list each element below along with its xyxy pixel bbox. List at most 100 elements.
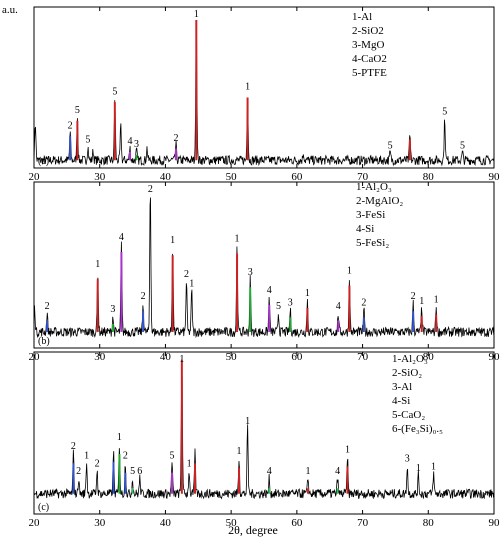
- x-tick-label: 50: [226, 171, 238, 183]
- legend-entry: 4-CaO2: [352, 53, 387, 65]
- peak-label: 2: [173, 133, 178, 144]
- peak-label: 4: [267, 285, 272, 296]
- peak-label: 2: [45, 301, 50, 312]
- peak-label: 2: [123, 451, 128, 462]
- peak-label: 1: [235, 234, 240, 245]
- peak-label: 5: [85, 134, 90, 145]
- peak-label: 5: [460, 141, 465, 152]
- x-tick-label: 50: [226, 351, 238, 363]
- diffraction-trace: [33, 197, 495, 339]
- legend-entry: 5-PTFE: [352, 67, 387, 79]
- legend-entry: 2-SiO₂: [392, 367, 422, 379]
- diffraction-trace: [33, 359, 495, 500]
- x-tick-label: 70: [357, 517, 369, 529]
- peak-label: 2: [76, 466, 81, 477]
- peak-label: 1: [305, 288, 310, 299]
- legend-entry: 6-(Fe₃Si)₀.₅: [392, 423, 443, 435]
- peak-label: 4: [336, 301, 341, 312]
- peak-label: 4: [267, 466, 272, 477]
- peak-label: 1: [237, 446, 242, 457]
- peak-label: 1: [347, 266, 352, 277]
- peak-label: 5: [130, 466, 135, 477]
- legend-entry: 2-MgAlO₂: [356, 195, 403, 207]
- peak-label: 1: [434, 294, 439, 305]
- peak-label: 1: [306, 466, 311, 477]
- x-tick-label: 40: [160, 351, 172, 363]
- peak-label: 5: [388, 141, 393, 152]
- peak-label: 1: [179, 354, 184, 365]
- peak-label: 1: [194, 9, 199, 20]
- x-tick-label: 40: [160, 171, 172, 183]
- panel-label: (a): [38, 156, 49, 167]
- x-tick-label: 80: [423, 171, 435, 183]
- peak-label: 1: [245, 416, 250, 427]
- peak-label: 3: [405, 454, 410, 465]
- peak-label: 1: [170, 235, 175, 246]
- x-tick-label: 30: [94, 351, 106, 363]
- x-tick-label: 70: [357, 351, 369, 363]
- x-tick-label: 90: [489, 171, 500, 183]
- x-tick-label: 60: [291, 351, 303, 363]
- x-tick-label: 70: [357, 171, 369, 183]
- peak-label: 3: [248, 267, 253, 278]
- legend-entry: 1-Al₂O₃: [356, 181, 392, 193]
- legend-entry: 2-SiO2: [352, 25, 384, 37]
- peak-label: 2: [68, 120, 73, 131]
- y-unit-label: a.u.: [2, 4, 18, 16]
- legend-entry: 5-FeSi₂: [356, 237, 389, 249]
- peak-label: 1: [431, 461, 436, 472]
- peak-label: 2: [184, 269, 189, 280]
- peak-label: 1: [189, 278, 194, 289]
- panel-label: (c): [38, 502, 49, 513]
- peak-label: 1: [245, 82, 250, 93]
- legend-entry: 4-Si: [392, 395, 410, 407]
- legend-entry: 3-MgO: [352, 39, 384, 51]
- x-tick-label: 30: [94, 171, 106, 183]
- x-tick-label: 80: [423, 351, 435, 363]
- peak-label: 5: [276, 301, 281, 312]
- peak-label: 2: [411, 291, 416, 302]
- x-tick-label: 40: [160, 517, 172, 529]
- peak-label: 5: [112, 86, 117, 97]
- x-tick-label: 20: [29, 517, 41, 529]
- peak-label: 2: [361, 298, 366, 309]
- plot-frame: [33, 6, 495, 169]
- legend-entry: 3-FeSi: [356, 209, 385, 221]
- peak-label: 1: [416, 463, 421, 474]
- peak-label: 1: [187, 458, 192, 469]
- x-axis-label: 2θ, degree: [228, 523, 278, 537]
- plot-frame: [33, 181, 495, 349]
- x-tick-label: 60: [291, 171, 303, 183]
- x-tick-label: 50: [226, 517, 238, 529]
- x-tick-label: 60: [291, 517, 303, 529]
- x-tick-label: 80: [423, 517, 435, 529]
- peak-label: 5: [442, 106, 447, 117]
- peak-label: 6: [137, 466, 142, 477]
- peak-label: 1: [117, 432, 122, 443]
- peak-label: 2: [141, 291, 146, 302]
- peak-label: 3: [134, 139, 139, 150]
- legend-entry: 1-Al: [352, 11, 372, 23]
- x-tick-label: 30: [94, 517, 106, 529]
- x-tick-label: 20: [29, 171, 41, 183]
- legend-entry: 5-CaO₂: [392, 409, 425, 421]
- peak-label: 1: [345, 444, 350, 455]
- legend-entry: 4-Si: [356, 223, 374, 235]
- peak-label: 4: [335, 466, 340, 477]
- peak-label: 3: [288, 298, 293, 309]
- peak-label: 5: [170, 451, 175, 462]
- peak-label: 2: [71, 441, 76, 452]
- peak-label: 4: [127, 136, 132, 147]
- peak-label: 1: [419, 296, 424, 307]
- peak-label: 1: [95, 259, 100, 270]
- x-tick-label: 90: [489, 517, 500, 529]
- peak-label: 5: [75, 105, 80, 116]
- panel-label: (b): [38, 336, 50, 347]
- legend-entry: 3-Al: [392, 381, 412, 393]
- peak-label: 3: [110, 304, 115, 315]
- peak-label: 2: [95, 458, 100, 469]
